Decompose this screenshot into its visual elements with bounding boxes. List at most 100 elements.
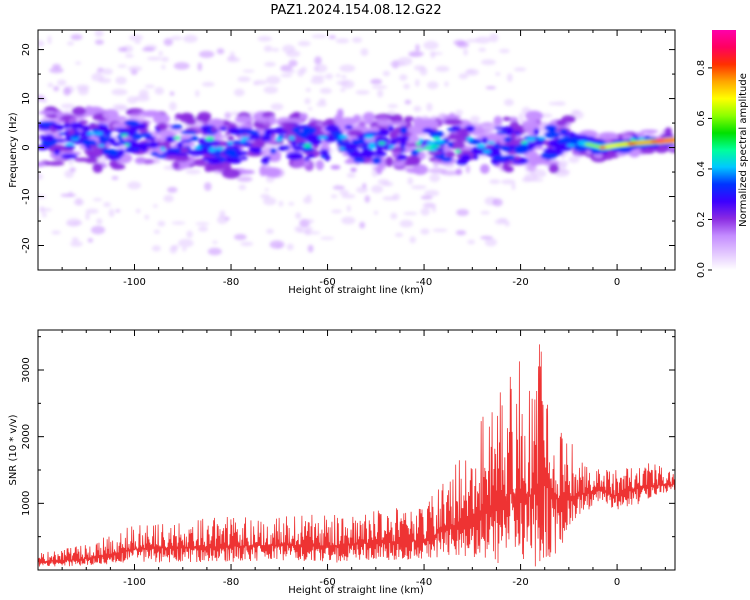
spectrogram-cell [115,76,127,85]
spectrogram-cell [264,128,280,134]
spectrogram-cell [70,134,80,139]
spectrogram-cell [370,78,383,85]
spectrogram-cell [233,88,245,97]
spectrogram-cell [381,181,394,187]
spectrogram-cell [112,122,128,129]
spectrogram-cell [46,161,65,166]
spectrogram-cell [240,136,250,141]
spectrogram-cell [355,138,366,145]
colorbar-tick-label: 0.8 [696,60,707,76]
spectrogram-cell [108,208,115,218]
spectrogram-cell [139,132,153,138]
spectrogram-cell [481,137,489,144]
spectrogram-cell [259,165,267,177]
spectrogram-cell [528,143,534,152]
spectrogram-cell [364,134,375,139]
spectrogram-cell [295,212,302,220]
spectrogram-cell [75,61,82,65]
spectrogram-cell [261,135,272,142]
spectrogram-cell [307,244,314,253]
spectrogram-cell [169,91,175,96]
spectrogram-cell [269,240,285,249]
spectrogram-cell [389,138,398,146]
spectrogram-cell [432,228,448,232]
spectrogram-cell [320,155,327,159]
spectrogram-cell [363,152,371,156]
spectrogram-cell [234,115,253,124]
spectrogram-cell [286,69,296,74]
colorbar-ramp [712,30,736,270]
spectrogram-cell [316,101,327,107]
spectrogram-cell [245,130,260,135]
spectrogram-cell [253,82,260,86]
spectrogram-cell [395,135,410,141]
spectrogram-cell [304,98,311,105]
spectrogram-cell [325,124,340,133]
spectrogram-cell [493,115,503,126]
spectrogram-cell [224,148,237,157]
colorbar-tick-label: 0.2 [696,212,707,228]
spectrogram-cell [409,156,421,165]
spectrogram-cell [305,87,311,92]
spectrogram-cell [176,142,184,149]
spectrogram-cell [544,131,561,139]
spectrogram-cell [489,33,499,43]
spectrogram-cell [56,138,66,143]
spectrogram-cell [299,113,309,120]
spectrogram-cell [470,115,480,123]
x-tick-label: 0 [614,577,620,588]
spectrogram-cell [204,182,212,191]
spectrogram-cell [208,118,225,127]
spectrogram-cell [533,128,540,136]
colorbar-tick-label: 0.6 [696,110,707,126]
spectrogram-cell [102,109,119,120]
spectrogram-cell [319,87,332,94]
spectrogram-cell [288,59,298,67]
spectrogram-cell [518,113,525,119]
spectrogram-cell [90,225,106,235]
spectrogram-cell [292,126,301,134]
spectrogram-cell [127,181,142,190]
spectrogram-cell [480,59,496,66]
spectrogram-cell [148,141,159,149]
spectrogram-cell [63,123,71,129]
spectrogram-cell [447,141,454,148]
spectrogram-cell [40,134,45,141]
spectrogram-cell [109,160,119,168]
spectrogram-cell [63,87,71,96]
spectrogram-cell [368,144,376,150]
spectrogram-cell [428,130,445,138]
spectrogram-cell [423,146,434,150]
spectrogram-cell [294,226,303,233]
spectrogram-cell [342,143,359,150]
spectrogram-cell [422,127,434,134]
spectrogram-cell [407,125,427,135]
spectrogram-cell [291,140,297,149]
spectrogram-cell [76,84,90,91]
spectrogram-cell [302,126,317,134]
spectrogram-cell [90,135,97,141]
x-tick-label: -60 [319,577,335,588]
spectrogram-cell [341,216,356,225]
spectrogram-cell [215,146,225,151]
spectrogram-cell [225,131,231,136]
spectrogram-cell [377,141,386,145]
spectrogram-cell [313,66,320,72]
spectrogram-cell [92,163,103,174]
spectrogram-cell [250,147,262,154]
spectrogram-cell [64,170,74,179]
spectrogram-cell [226,57,241,63]
spectrogram-cell [655,139,666,142]
spectrogram-cell [271,48,280,52]
spectrogram-cell [96,218,103,225]
spectrogram-cell [85,208,99,214]
spectrogram-cell [530,169,547,178]
spectrogram-cell [640,129,659,134]
spectrogram-cell [43,134,55,142]
spectrogram-cell [305,219,314,224]
spectrogram-cell [264,61,276,67]
spectrogram-cell [224,216,230,221]
spectrogram-cell [91,128,99,133]
spectrogram-cell [42,212,47,218]
spectrogram-cell [407,177,414,185]
